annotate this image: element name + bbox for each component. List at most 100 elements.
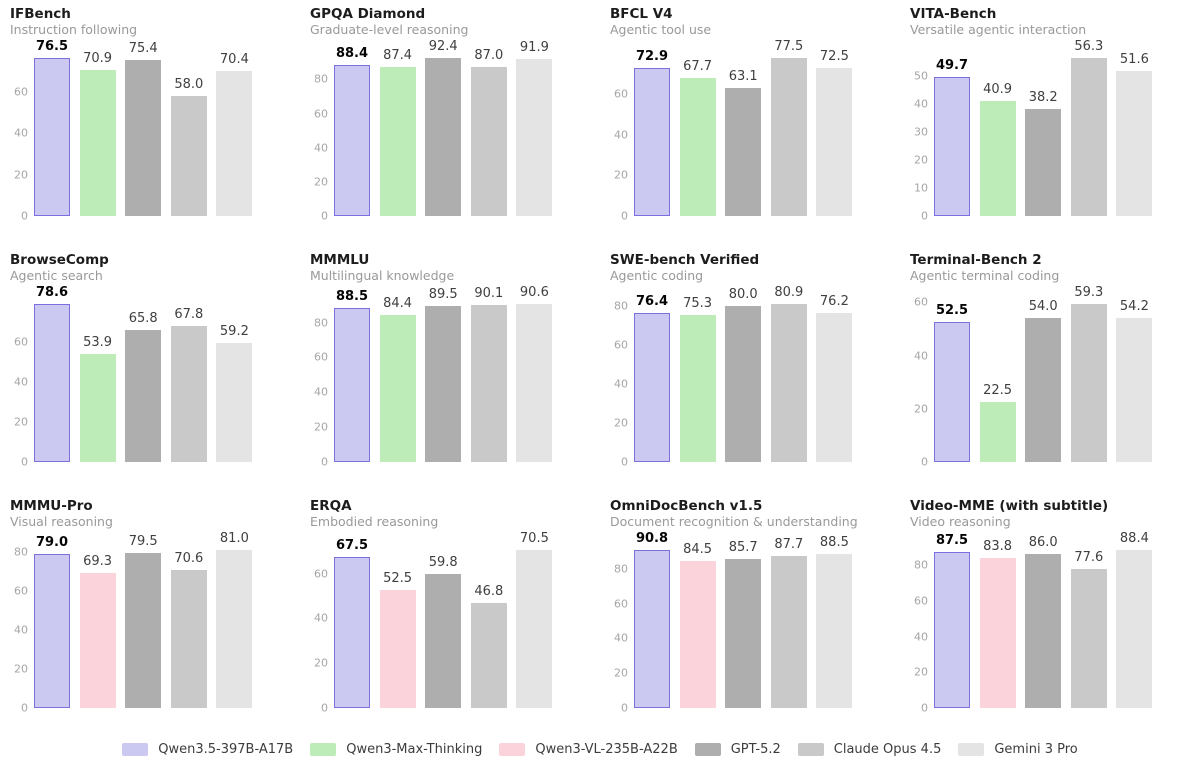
bar-value-label: 40.9 xyxy=(983,82,1013,98)
chart-plot-area: 0 20 40 60 80 90.8 84.5 85.7 87.7 88.5 xyxy=(614,531,853,715)
bar-gpt-5-2 xyxy=(725,559,762,708)
bar-value-label: 80.9 xyxy=(774,285,804,301)
legend-label: Qwen3.5-397B-A17B xyxy=(158,741,294,757)
bar-value-label: 76.5 xyxy=(35,39,69,55)
chart-title: BFCL V4 xyxy=(610,6,673,22)
bar-value-label: 22.5 xyxy=(983,383,1013,399)
bar-value-label: 72.9 xyxy=(635,48,669,64)
y-axis-tick-label: 40 xyxy=(314,141,328,155)
bar-qwen3-5-397b-a17b xyxy=(934,76,970,216)
bar-value-label: 59.3 xyxy=(1074,285,1104,301)
chart-subtitle: Versatile agentic interaction xyxy=(910,22,1087,37)
bar-value-label: 67.5 xyxy=(335,537,369,553)
bar-claude-opus-4-5 xyxy=(770,555,807,708)
bar-qwen3-max-thinking xyxy=(79,353,116,462)
bar-qwen3-max-thinking xyxy=(379,66,416,216)
bar-qwen3-5-397b-a17b xyxy=(334,65,370,216)
bar-gemini-3-pro xyxy=(1116,317,1153,462)
y-axis-tick-label: 40 xyxy=(14,375,28,389)
bar-gemini-3-pro xyxy=(516,550,553,708)
legend-item-qwen3-vl-235b-a22b: Qwen3-VL-235B-A22B xyxy=(499,742,678,757)
bar-value-label: 91.9 xyxy=(519,40,549,56)
bar-value-label: 88.4 xyxy=(335,46,369,61)
y-axis-tick-label: 30 xyxy=(914,125,928,139)
bar-gemini-3-pro xyxy=(516,304,553,462)
bar-qwen3-vl-235b-a22b xyxy=(979,558,1016,708)
chart-subtitle: Agentic coding xyxy=(610,268,704,283)
bar-qwen3-vl-235b-a22b xyxy=(79,572,116,708)
y-axis-tick-label: 50 xyxy=(914,69,928,83)
bar-value-label: 83.8 xyxy=(983,539,1013,555)
y-axis-tick-label: 0 xyxy=(321,455,328,469)
bar-gpt-5-2 xyxy=(1025,318,1062,462)
bar-gemini-3-pro xyxy=(216,70,253,216)
bar-gpt-5-2 xyxy=(425,306,462,462)
bar-qwen3-5-397b-a17b xyxy=(634,550,670,708)
benchmark-charts-grid: IFBench Instruction following 0 20 40 60 76.5 7… xyxy=(0,0,1200,738)
y-axis-tick-label: 20 xyxy=(14,415,28,429)
chart-omnidocbench-v1-5: OmniDocBench v1.5 Document recognition & … xyxy=(600,492,900,738)
y-axis-tick-label: 80 xyxy=(614,562,628,576)
bar-value-label: 70.9 xyxy=(83,50,113,66)
bar-qwen3-5-397b-a17b xyxy=(334,556,370,708)
chart-title: BrowseComp xyxy=(10,252,109,268)
bar-claude-opus-4-5 xyxy=(170,325,207,462)
bar-qwen3-5-397b-a17b xyxy=(634,67,670,216)
y-axis-tick-label: 60 xyxy=(14,335,28,349)
bar-value-label: 63.1 xyxy=(728,68,758,84)
chart-title: IFBench xyxy=(10,6,71,22)
chart-video-mme-with-subtitle: Video-MME (with subtitle) Video reasoning… xyxy=(900,492,1200,738)
bar-value-label: 79.5 xyxy=(128,534,158,550)
bar-qwen3-5-397b-a17b xyxy=(34,554,70,708)
chart-subtitle: Multilingual knowledge xyxy=(310,268,455,283)
legend-item-claude-opus-45: Claude Opus 4.5 xyxy=(797,742,941,757)
chart-plot-area: 0 20 40 60 72.9 67.7 63.1 77.5 72.5 xyxy=(614,39,853,223)
y-axis-tick-label: 0 xyxy=(921,209,928,223)
y-axis-tick-label: 60 xyxy=(14,85,28,99)
bar-value-label: 77.5 xyxy=(774,39,804,55)
legend-swatch-gemini-3-pro xyxy=(958,742,985,756)
bar-gpt-5-2 xyxy=(1025,554,1062,708)
y-axis-tick-label: 20 xyxy=(14,168,28,182)
chart-bfcl-v4: BFCL V4 Agentic tool use 0 20 40 60 72.9 67.7 63… xyxy=(600,0,900,246)
bar-claude-opus-4-5 xyxy=(470,603,507,708)
bar-qwen3-5-397b-a17b xyxy=(334,307,370,462)
chart-mmmu-pro: MMMU-Pro Visual reasoning 0 20 40 60 80 79.0 69.… xyxy=(0,492,300,738)
bar-claude-opus-4-5 xyxy=(1070,58,1107,216)
bar-value-label: 58.0 xyxy=(174,77,204,93)
chart-mmmlu: MMMLU Multilingual knowledge 0 20 40 60 80 88.5… xyxy=(300,246,600,492)
legend-swatch-qwen3-vl-235b-a22b xyxy=(499,742,526,756)
chart-subtitle: Agentic search xyxy=(10,268,103,283)
chart-plot-area: 0 20 40 60 80 87.5 83.8 86.0 77.6 88.4 xyxy=(914,531,1153,715)
chart-plot-area: 0 20 40 60 80 88.5 84.4 89.5 90.1 90.6 xyxy=(314,285,553,469)
chart-title: MMMU-Pro xyxy=(10,498,93,514)
chart-plot-area: 0 20 40 60 80 88.4 87.4 92.4 87.0 91.9 xyxy=(314,39,553,223)
y-axis-tick-label: 60 xyxy=(614,597,628,611)
bar-qwen3-max-thinking xyxy=(79,69,116,216)
chart-subtitle: Video reasoning xyxy=(910,514,1011,529)
y-axis-tick-label: 20 xyxy=(314,175,328,189)
y-axis-tick-label: 60 xyxy=(914,295,928,309)
bar-value-label: 84.5 xyxy=(683,542,713,558)
chart-ifbench: IFBench Instruction following 0 20 40 60 76.5 7… xyxy=(0,0,300,246)
y-axis-tick-label: 80 xyxy=(314,316,328,330)
chart-plot-area: 0 10 20 30 40 50 49.7 40.9 38.2 56.3 51.6 xyxy=(914,39,1153,223)
y-axis-tick-label: 40 xyxy=(914,97,928,111)
bar-gemini-3-pro xyxy=(216,550,253,708)
chart-subtitle: Graduate-level reasoning xyxy=(310,22,469,37)
bar-value-label: 87.4 xyxy=(383,47,413,63)
bar-gpt-5-2 xyxy=(125,553,162,708)
chart-plot-area: 0 20 40 60 78.6 53.9 65.8 67.8 59.2 xyxy=(14,285,253,469)
bar-value-label: 90.1 xyxy=(474,286,504,302)
bar-qwen3-5-397b-a17b xyxy=(634,312,670,462)
bar-qwen3-max-thinking xyxy=(679,78,716,216)
bar-value-label: 88.5 xyxy=(819,535,849,551)
bar-gpt-5-2 xyxy=(425,574,462,708)
y-axis-tick-label: 0 xyxy=(921,455,928,469)
chart-subtitle: Visual reasoning xyxy=(10,514,113,529)
bar-value-label: 59.8 xyxy=(428,555,458,571)
y-axis-tick-label: 20 xyxy=(614,168,628,182)
bar-value-label: 77.6 xyxy=(1074,550,1104,566)
bar-value-label: 78.6 xyxy=(35,285,69,301)
legend-swatch-qwen3-max-thinking xyxy=(310,742,337,756)
